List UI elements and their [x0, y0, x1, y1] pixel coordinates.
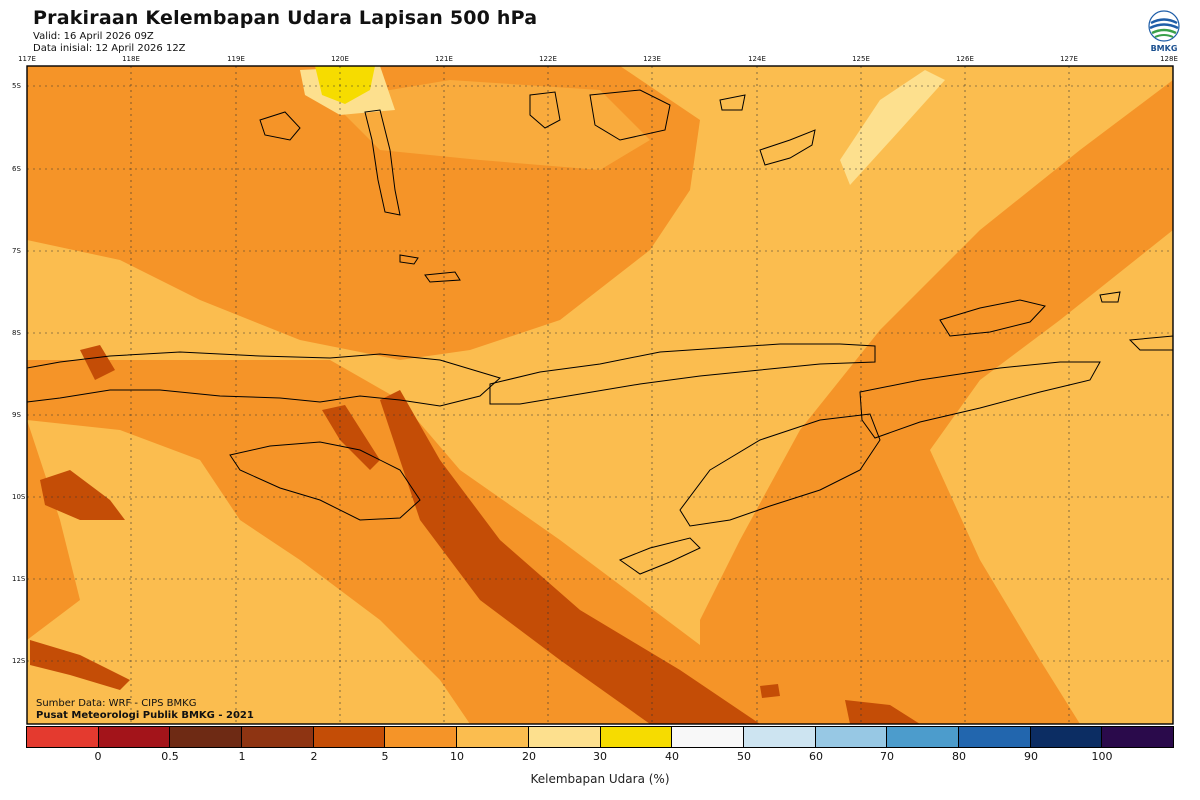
colorbar-swatch-1 — [98, 727, 171, 747]
colorbar-label-10: 10 — [450, 750, 464, 763]
island-buton — [529, 91, 561, 129]
colorbar-label-40: 40 — [665, 750, 679, 763]
lon-label-118e: 118E — [122, 55, 140, 63]
logo-label: BMKG — [1150, 44, 1178, 53]
data-source-credit: Sumber Data: WRF - CIPS BMKG — [36, 698, 197, 709]
lon-label-119e: 119E — [227, 55, 245, 63]
island-sulawesi-south — [364, 109, 401, 216]
colorbar-label-0.5: 0.5 — [161, 750, 179, 763]
lat-label-11s: 11S — [12, 575, 26, 583]
island-lombok-sumbawa — [27, 351, 501, 407]
humidity-band-30-40 — [315, 66, 375, 104]
map-title: Prakiraan Kelembapan Udara Lapisan 500 h… — [33, 7, 538, 29]
colorbar-label-60: 60 — [809, 750, 823, 763]
lon-label-127e: 127E — [1060, 55, 1078, 63]
colorbar-label-80: 80 — [952, 750, 966, 763]
island-flores — [489, 343, 876, 405]
island-timor — [679, 413, 881, 527]
colorbar-swatch-5 — [385, 727, 458, 747]
coastlines — [27, 89, 1173, 575]
lat-label-6s: 6S — [12, 165, 21, 173]
island-sumba — [229, 441, 421, 521]
island-selayar — [424, 271, 461, 283]
colorbar-label-70: 70 — [880, 750, 894, 763]
lat-label-12s: 12S — [12, 657, 26, 665]
colorbar-swatch-9 — [672, 727, 744, 747]
colorbar-swatch-10 — [743, 727, 816, 747]
colorbar-label-50: 50 — [737, 750, 751, 763]
colorbar-swatch-7 — [528, 727, 601, 747]
map-frame — [26, 65, 1174, 725]
lat-label-9s: 9S — [12, 411, 21, 419]
colorbar-swatch-13 — [958, 727, 1031, 747]
lon-label-126e: 126E — [956, 55, 974, 63]
colorbar-swatch-11 — [815, 727, 888, 747]
lat-label-5s: 5S — [12, 82, 21, 90]
humidity-band-10-20-west — [27, 420, 470, 724]
island-timor-east — [859, 361, 1101, 439]
colorbar — [26, 726, 1174, 748]
humidity-band-2-5-main — [380, 390, 760, 724]
colorbar-swatch-14 — [1030, 727, 1103, 747]
lon-label-121e: 121E — [435, 55, 453, 63]
colorbar-label-90: 90 — [1024, 750, 1038, 763]
lon-label-120e: 120E — [331, 55, 349, 63]
humidity-band-5-10-east — [700, 80, 1173, 724]
island-wetar — [939, 299, 1046, 337]
colorbar-label-5: 5 — [381, 750, 389, 763]
colorbar-label-1: 1 — [238, 750, 246, 763]
publisher-credit: Pusat Meteorologi Publik BMKG - 2021 — [36, 710, 254, 721]
island-alor — [759, 129, 816, 166]
colorbar-label-30: 30 — [593, 750, 607, 763]
valid-time: Valid: 16 April 2026 09Z — [33, 31, 154, 42]
lat-label-7s: 7S — [12, 247, 21, 255]
lon-label-128e: 128E — [1160, 55, 1178, 63]
island-rote-sabu — [618, 537, 701, 575]
colorbar-label-0: 0 — [94, 750, 102, 763]
colorbar-title: Kelembapan Udara (%) — [530, 772, 670, 786]
lon-label-123e: 123E — [643, 55, 661, 63]
colorbar-label-2: 2 — [310, 750, 318, 763]
colorbar-swatch-8 — [600, 727, 673, 747]
lon-label-122e: 122E — [539, 55, 557, 63]
island-wakatobi — [589, 89, 671, 141]
lon-label-125e: 125E — [852, 55, 870, 63]
lon-label-124e: 124E — [748, 55, 766, 63]
colorbar-swatch-3 — [242, 727, 314, 747]
colorbar-label-100: 100 — [1091, 750, 1113, 763]
colorbar-label-20: 20 — [522, 750, 536, 763]
lat-label-10s: 10S — [12, 493, 26, 501]
colorbar-swatch-0 — [27, 727, 99, 747]
bmkg-logo: BMKG — [1146, 10, 1182, 56]
bmkg-emblem-icon — [1148, 10, 1180, 42]
humidity-band-20-30 — [840, 70, 945, 185]
lon-label-117e: 117E — [18, 55, 36, 63]
colorbar-swatch-6 — [457, 727, 529, 747]
colorbar-swatch-4 — [313, 727, 386, 747]
initial-data-time: Data inisial: 12 April 2026 12Z — [33, 43, 186, 54]
lat-label-8s: 8S — [12, 329, 21, 337]
colorbar-swatch-2 — [170, 727, 243, 747]
colorbar-swatch-12 — [887, 727, 959, 747]
colorbar-swatch-15 — [1102, 727, 1173, 747]
